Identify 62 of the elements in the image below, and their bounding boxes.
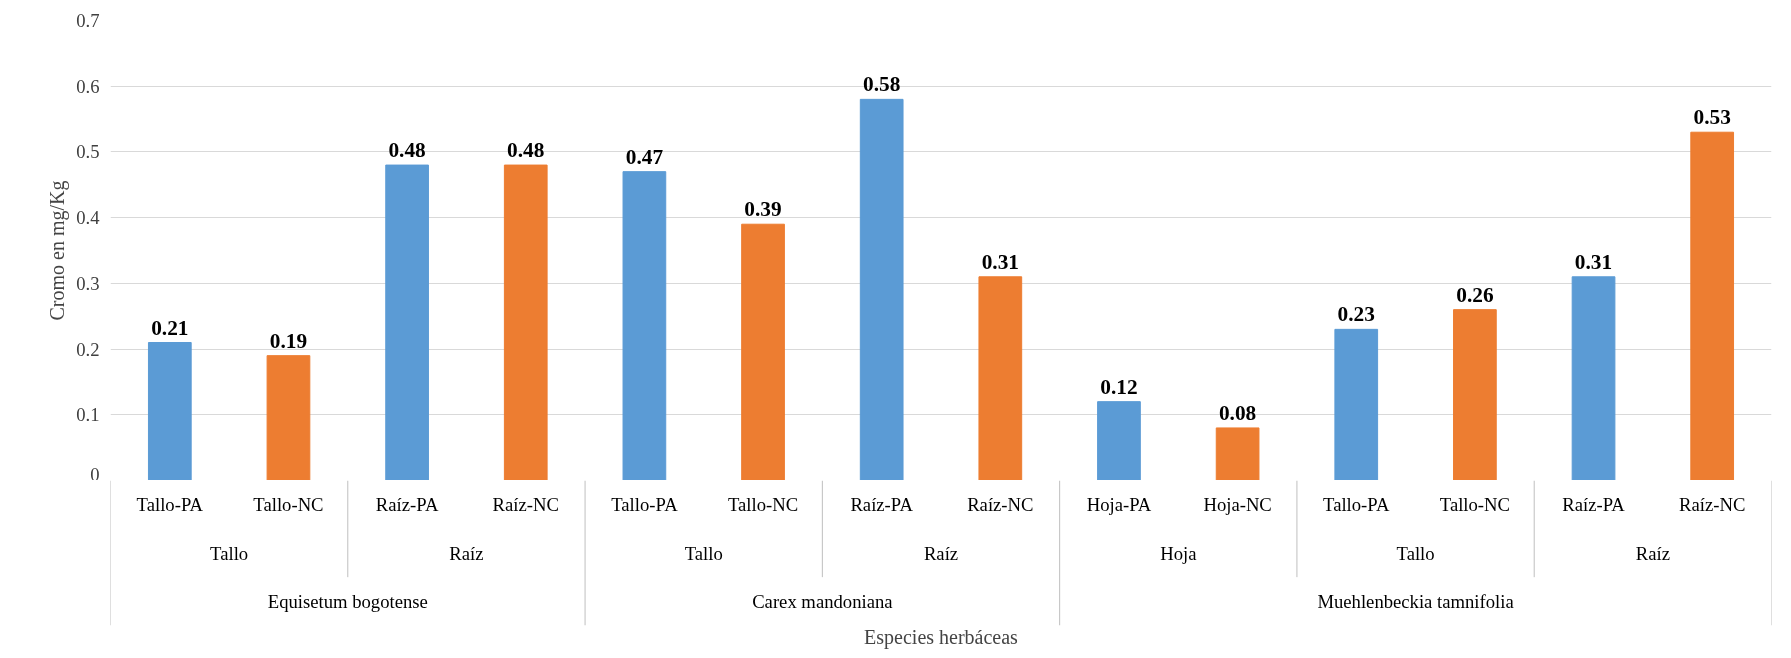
data-label: 0.58: [863, 72, 901, 97]
bar: [503, 164, 548, 480]
data-label: 0.48: [388, 138, 426, 163]
x-tick-label: Raíz-NC: [1679, 494, 1746, 516]
data-label: 0.47: [625, 144, 664, 169]
x-tick-label: Raíz-NC: [967, 494, 1034, 516]
x-tick-label: Raíz-NC: [492, 494, 559, 516]
text: Hoja: [1160, 542, 1198, 564]
text: Tallo: [1396, 542, 1435, 564]
x-tick-label: Hoja-NC: [1203, 494, 1272, 516]
data-label: 0.08: [1218, 400, 1257, 425]
y-tick-label: 0.7: [76, 10, 100, 31]
y-tick-label: 0.6: [76, 75, 100, 97]
data-label: 0.48: [507, 138, 545, 163]
x-tick-label: Hoja-PA: [1086, 494, 1152, 516]
bar: [1571, 276, 1616, 480]
bar: [1690, 131, 1735, 480]
x-tick-label: Raíz-PA: [375, 494, 439, 516]
y-tick-label: 0: [90, 463, 100, 485]
text: Raíz: [923, 542, 959, 564]
y-tick-label: 0.4: [76, 207, 101, 229]
bar: [385, 164, 429, 480]
x-tick-label: Tallo-NC: [727, 494, 799, 516]
data-label: 0.23: [1337, 302, 1375, 327]
data-label: 0.12: [1100, 374, 1138, 399]
x-tick-label: Tallo-PA: [611, 494, 679, 516]
y-tick-label: 0.2: [76, 338, 100, 360]
bar: [1453, 309, 1497, 480]
text: Muehlenbeckia tamnifolia: [1317, 590, 1515, 612]
y-tick-label: 0.3: [76, 272, 100, 294]
x-tick-label: Tallo-PA: [136, 494, 204, 516]
x-tick-label: Raíz-PA: [850, 494, 914, 516]
data-label: 0.21: [151, 315, 189, 340]
text: Especies herbáceas: [864, 625, 1019, 649]
text: Raíz: [449, 542, 484, 564]
text: Tallo: [684, 542, 723, 564]
bar: [741, 223, 785, 480]
data-label: 0.39: [744, 197, 782, 222]
text: Equisetum bogotense: [267, 590, 428, 612]
data-label: 0.31: [1574, 249, 1613, 274]
y-tick-label: 0.5: [76, 141, 100, 163]
y-axis-title: Cromo en mg/Kg: [46, 180, 70, 321]
x-tick-label: Tallo-NC: [1439, 494, 1510, 516]
data-label: 0.26: [1456, 282, 1494, 307]
x-tick-label: Tallo-NC: [253, 494, 324, 516]
text: Raíz: [1635, 542, 1670, 564]
bar: [1334, 328, 1379, 480]
bar: [1215, 427, 1260, 480]
bar: [978, 276, 1023, 480]
bar: [266, 355, 311, 480]
bar: [147, 342, 192, 480]
text: Tallo: [210, 542, 249, 564]
bar: [859, 98, 904, 480]
data-label: 0.19: [269, 328, 308, 353]
x-tick-label: Tallo-PA: [1323, 494, 1390, 516]
data-label: 0.53: [1693, 105, 1731, 130]
y-tick-label: 0.1: [76, 404, 100, 426]
data-label: 0.31: [981, 249, 1019, 274]
x-tick-label: Raíz-PA: [1562, 494, 1626, 516]
text: Carex mandoniana: [752, 590, 894, 612]
bar: [622, 171, 667, 480]
bar: [1097, 401, 1141, 480]
